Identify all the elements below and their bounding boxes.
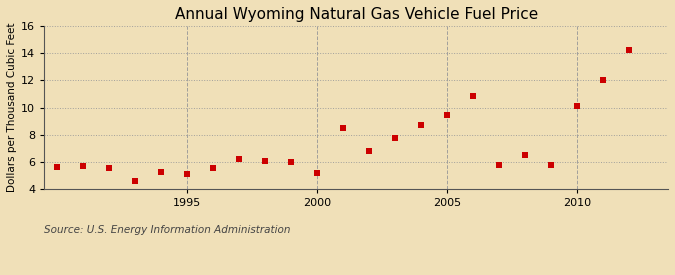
Point (286, 159, 296, 164)
Point (545, 163, 556, 167)
Point (52, 165, 63, 169)
Point (468, 94, 479, 98)
Y-axis label: Dollars per Thousand Cubic Feet: Dollars per Thousand Cubic Feet (7, 23, 17, 192)
Point (208, 166, 219, 170)
Point (572, 104, 583, 109)
Point (234, 156, 244, 161)
Point (312, 171, 323, 175)
Point (364, 148, 375, 153)
Point (597, 78, 608, 82)
Point (156, 170, 167, 175)
Point (493, 163, 504, 167)
Point (624, 48, 634, 53)
Title: Annual Wyoming Natural Gas Vehicle Fuel Price: Annual Wyoming Natural Gas Vehicle Fuel … (175, 7, 538, 22)
Point (78, 163, 88, 168)
Point (130, 178, 140, 183)
Point (389, 136, 400, 140)
Text: Source: U.S. Energy Information Administration: Source: U.S. Energy Information Administ… (45, 226, 291, 235)
Point (520, 153, 531, 158)
Point (338, 126, 348, 130)
Point (260, 159, 271, 163)
Point (104, 166, 115, 170)
Point (416, 123, 427, 128)
Point (182, 172, 192, 177)
Point (441, 113, 452, 117)
